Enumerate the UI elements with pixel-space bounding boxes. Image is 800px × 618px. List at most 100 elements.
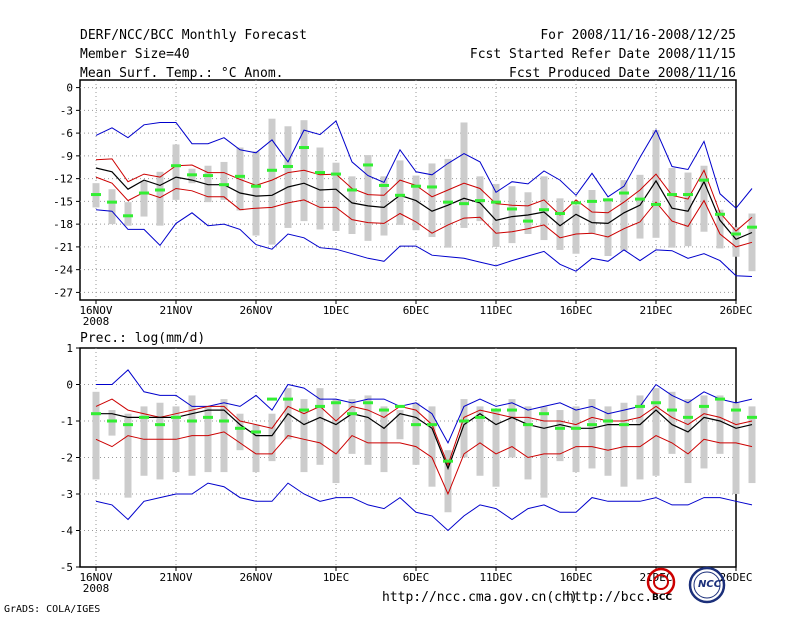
y-tick-label: -1 — [60, 415, 73, 428]
ensemble-box — [412, 402, 420, 465]
obs-marker — [539, 412, 549, 416]
obs-marker — [155, 188, 165, 192]
obs-marker — [315, 171, 325, 175]
y-tick-label: 1 — [66, 342, 73, 355]
ensemble-box — [92, 391, 100, 480]
forecast-produced-date: Fcst Produced Date 2008/11/16 — [509, 66, 736, 81]
ensemble-box — [396, 410, 404, 440]
obs-marker — [299, 146, 309, 150]
ensemble-box — [460, 399, 468, 458]
ensemble-box — [332, 162, 340, 231]
ensemble-box — [348, 176, 356, 234]
y-tick-label: -3 — [60, 104, 73, 117]
obs-marker — [731, 408, 741, 412]
ensemble-box — [284, 126, 292, 228]
obs-marker — [475, 415, 485, 419]
obs-marker — [91, 193, 101, 197]
ensemble-box — [588, 399, 596, 469]
ncc-url-link[interactable]: http://ncc.cma.gov.cn(ch) — [382, 590, 578, 605]
header-left: DERF/NCC/BCC Monthly Forecast Member Siz… — [80, 28, 307, 85]
x-tick-label-21nov: 21NOV — [159, 571, 192, 584]
ensemble-box — [380, 406, 388, 473]
obs-marker — [491, 200, 501, 204]
y-tick-label: -5 — [60, 561, 73, 574]
ensemble-box — [700, 165, 708, 232]
x-tick-label-26nov: 26NOV — [239, 571, 272, 584]
y-tick-label: -3 — [60, 488, 73, 501]
bcc-url-link[interactable]: http://bcc.c — [566, 590, 660, 605]
obs-marker — [667, 408, 677, 412]
obs-marker — [315, 404, 325, 408]
ensemble-box — [444, 450, 452, 513]
ensemble-box — [364, 395, 372, 465]
obs-marker — [507, 408, 517, 412]
ensemble-box — [668, 391, 676, 454]
ensemble-box — [156, 171, 164, 226]
x-tick-label-16dec: 16DEC — [559, 304, 592, 317]
obs-marker — [683, 193, 693, 197]
ensemble-box — [476, 176, 484, 222]
panel-temperature: 0 -3 -6 -9 -12 -15 -18 -21 -24 -27 16NOV 21NOV 26NOV… — [53, 79, 757, 328]
obs-marker — [411, 184, 421, 188]
ensemble-box — [220, 161, 228, 200]
obs-marker — [459, 202, 469, 206]
ensemble-box — [204, 406, 212, 473]
obs-marker — [427, 423, 437, 427]
ensemble-box — [684, 399, 692, 484]
x-tick-label-16nov: 16NOV — [79, 571, 112, 584]
obs-marker — [155, 423, 165, 427]
ensemble-box — [508, 399, 516, 458]
ensemble-box — [604, 198, 612, 256]
ensemble-box — [300, 399, 308, 473]
x-tick-label-1dec: 1DEC — [323, 571, 350, 584]
ensemble-box — [428, 163, 436, 238]
ensemble-box — [156, 402, 164, 480]
ensemble-min-line — [95, 482, 753, 532]
x-tick-label-21dec: 21DEC — [639, 304, 672, 317]
obs-marker — [379, 408, 389, 412]
obs-marker — [603, 198, 613, 202]
obs-marker — [715, 212, 725, 216]
obs-marker — [523, 423, 533, 427]
ensemble-box — [556, 198, 564, 250]
ensemble-box — [460, 122, 468, 228]
obs-marker — [667, 193, 677, 197]
plot-frame — [79, 79, 737, 301]
y-tick-label: -27 — [53, 286, 73, 299]
ensemble-box — [364, 155, 372, 241]
y-tick-label: -4 — [60, 525, 74, 538]
obs-marker — [123, 214, 133, 218]
y-tick-label: -6 — [60, 127, 73, 140]
ensemble-box — [540, 406, 548, 498]
obs-marker — [203, 174, 213, 178]
y-tick-label: -12 — [53, 173, 73, 186]
obs-marker — [731, 232, 741, 236]
obs-marker — [331, 401, 341, 405]
obs-marker — [203, 415, 213, 419]
obs-marker — [587, 423, 597, 427]
obs-marker — [251, 184, 261, 188]
obs-marker — [395, 193, 405, 197]
obs-marker — [363, 401, 373, 405]
forecast-start-date: Fcst Started Refer Date 2008/11/15 — [469, 47, 736, 62]
ensemble-box — [124, 202, 132, 226]
ensemble-box — [636, 174, 644, 239]
obs-marker — [267, 397, 277, 401]
ensemble-box — [716, 209, 724, 249]
precip-variable-label: Prec.: log(mm/d) — [80, 331, 206, 346]
obs-marker — [171, 164, 181, 168]
x-tick-label-16nov: 16NOV — [79, 304, 112, 317]
obs-marker — [523, 219, 533, 223]
ensemble-max-line — [96, 369, 753, 445]
ensemble-box — [348, 399, 356, 454]
ncc-logo — [688, 566, 726, 604]
ensemble-box — [140, 180, 148, 217]
obs-marker — [267, 168, 277, 172]
obs-marker — [219, 183, 229, 187]
x-tick-label-1dec: 1DEC — [323, 304, 350, 317]
lower-spread-line — [95, 431, 753, 496]
upper-spread-line — [95, 398, 753, 467]
obs-marker — [635, 404, 645, 408]
obs-marker — [443, 459, 453, 463]
bcc-logo-text: BCC — [652, 593, 673, 603]
